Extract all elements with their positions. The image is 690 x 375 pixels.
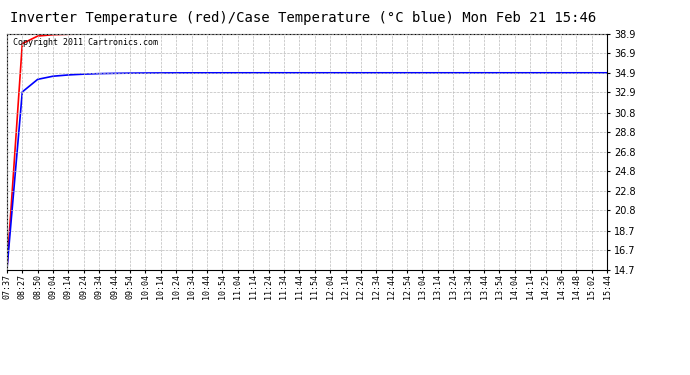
Text: Copyright 2011 Cartronics.com: Copyright 2011 Cartronics.com — [13, 39, 158, 48]
Text: Inverter Temperature (red)/Case Temperature (°C blue) Mon Feb 21 15:46: Inverter Temperature (red)/Case Temperat… — [10, 11, 597, 25]
